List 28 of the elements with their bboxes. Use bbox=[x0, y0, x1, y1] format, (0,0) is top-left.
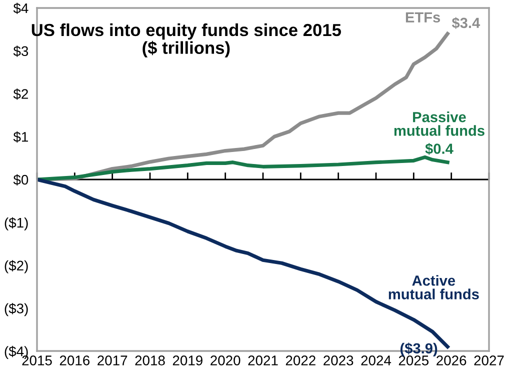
x-tick-label: 2020 bbox=[210, 356, 240, 366]
y-tick-label: $3 bbox=[13, 46, 28, 57]
x-tick-label: 2018 bbox=[135, 356, 165, 366]
x-tick-label: 2023 bbox=[324, 356, 354, 366]
series-label: ETFs bbox=[406, 12, 440, 23]
x-tick-label: 2017 bbox=[98, 356, 128, 366]
line-series bbox=[37, 155, 450, 182]
data-label: $3.4 bbox=[452, 17, 480, 30]
data-label: ($3.9) bbox=[400, 342, 438, 356]
y-tick-label: ($3) bbox=[4, 302, 28, 316]
x-tick-label: 2016 bbox=[60, 356, 90, 366]
series-label: Active mutual funds bbox=[388, 275, 479, 300]
y-tick-label: $0 bbox=[13, 174, 28, 186]
x-tick-label: 2025 bbox=[398, 356, 429, 366]
y-tick-label: $1 bbox=[13, 131, 28, 143]
x-tick-label: 2022 bbox=[286, 356, 316, 366]
y-tick-label: $2 bbox=[13, 88, 28, 100]
x-tick-label: 2024 bbox=[361, 356, 392, 366]
data-label: $0.4 bbox=[425, 142, 454, 155]
series-label: Passive mutual funds bbox=[394, 112, 484, 136]
text: US flows into equity funds since 2015 ($ trillions) bbox=[32, 23, 342, 58]
y-tick-label: $4 bbox=[13, 2, 28, 14]
y-tick-label: ($1) bbox=[4, 217, 28, 230]
x-tick-label: 2026 bbox=[436, 356, 466, 366]
x-tick-label: 2021 bbox=[248, 356, 278, 366]
x-tick-label: 2027 bbox=[474, 356, 504, 366]
x-tick-label: 2019 bbox=[172, 356, 202, 366]
y-tick-label: ($2) bbox=[4, 260, 28, 274]
